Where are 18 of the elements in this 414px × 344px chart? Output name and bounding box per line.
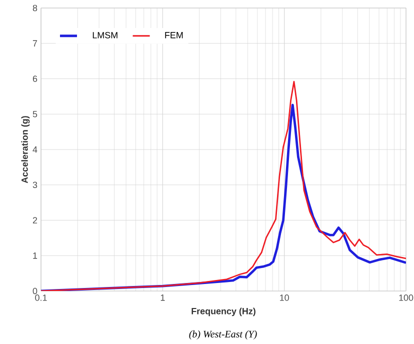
y-tick-label: 7 bbox=[32, 40, 38, 46]
x-axis-title: Frequency (Hz) bbox=[192, 308, 256, 316]
x-tick-label: 100 bbox=[399, 294, 414, 301]
y-tick-label: 8 bbox=[32, 4, 38, 12]
x-tick-label: 10 bbox=[280, 294, 289, 301]
x-tick-label: 0.1 bbox=[35, 294, 47, 301]
y-tick-label: 4 bbox=[32, 146, 38, 153]
x-tick-label: 1 bbox=[160, 294, 165, 301]
legend-label: LMSM bbox=[92, 32, 118, 38]
y-tick-label: 1 bbox=[33, 252, 38, 259]
legend-label: FEM bbox=[165, 32, 183, 38]
y-tick-label: 3 bbox=[32, 182, 38, 188]
y-tick-label: 6 bbox=[32, 76, 38, 82]
text: (b) West-East (Y) bbox=[189, 330, 257, 340]
y-tick-label: 0 bbox=[32, 288, 38, 294]
y-axis-title: Acceleration (g) bbox=[21, 116, 30, 184]
y-tick-label: 5 bbox=[32, 110, 38, 118]
y-tick-label: 2 bbox=[32, 217, 38, 224]
